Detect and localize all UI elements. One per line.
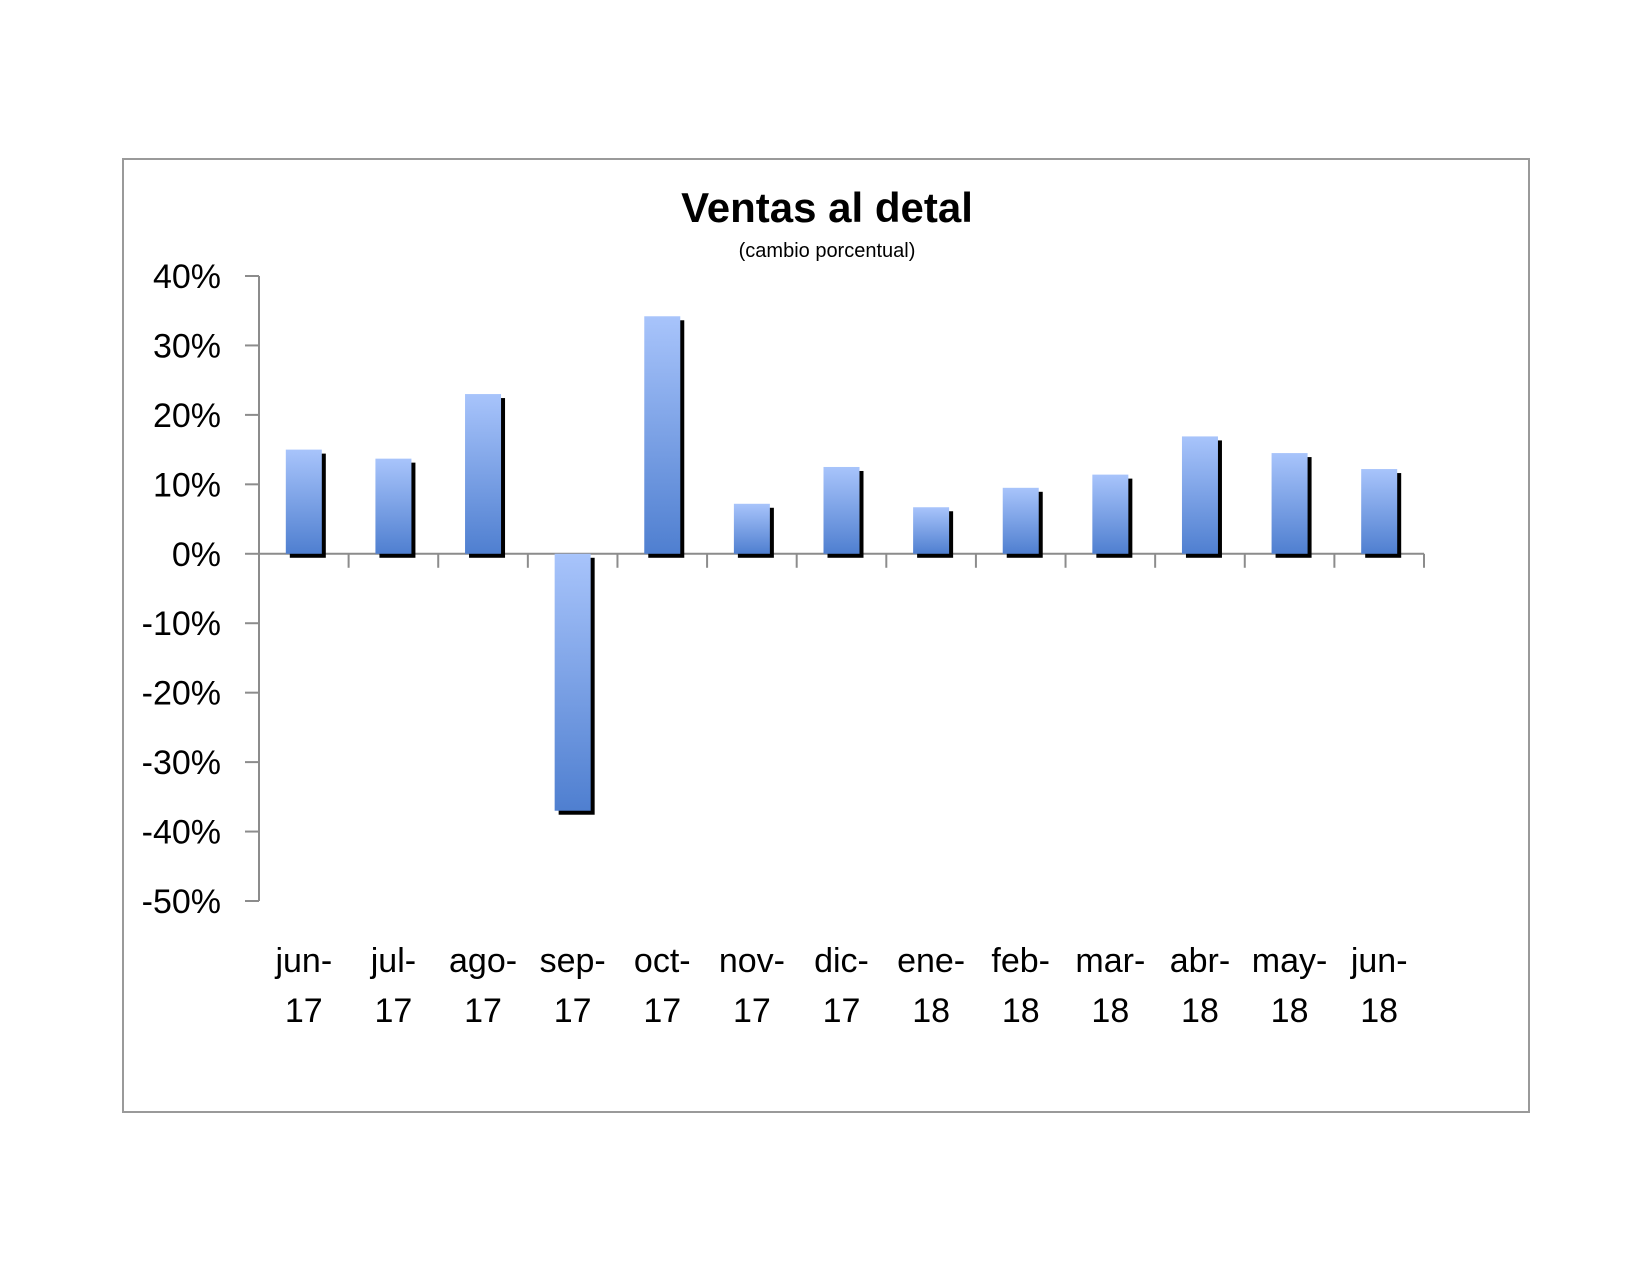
x-category-label: 18 <box>912 992 950 1030</box>
x-category-label: oct- <box>634 942 691 980</box>
chart-subtitle: (cambio porcentual) <box>739 240 916 262</box>
x-category-label: mar- <box>1075 942 1145 980</box>
x-category-label: ago- <box>449 942 517 980</box>
x-category-label: jun- <box>1350 942 1408 980</box>
bar <box>913 507 950 554</box>
y-tick-label: -20% <box>142 675 221 713</box>
x-category-label: ene- <box>897 942 965 980</box>
x-category-label: 17 <box>643 992 681 1030</box>
x-category-label: sep- <box>540 942 606 980</box>
x-category-label: dic- <box>814 942 869 980</box>
chart-title: Ventas al detal <box>681 184 973 231</box>
bar <box>285 449 322 554</box>
x-category-label: jun- <box>274 942 332 980</box>
y-tick-label: -30% <box>142 744 221 782</box>
y-tick-label: 40% <box>153 258 221 296</box>
bar <box>1002 487 1039 554</box>
chart-frame: Ventas al detal (cambio porcentual) 40% 3… <box>122 158 1530 1113</box>
plot-area: 40% 30% 20% 10% 0% -10% -20% -30% -40% -50% jun- 17… <box>142 258 1425 1030</box>
x-category-label: jul- <box>370 942 416 980</box>
x-category-label: 17 <box>733 992 771 1030</box>
x-category-label: 18 <box>1360 992 1398 1030</box>
x-category-label: may- <box>1252 942 1328 980</box>
bar <box>644 316 681 554</box>
x-category-label: 18 <box>1181 992 1219 1030</box>
bar <box>1271 453 1308 554</box>
y-tick-label: 30% <box>153 327 221 365</box>
x-category-label: 18 <box>1271 992 1309 1030</box>
x-category-label: abr- <box>1170 942 1230 980</box>
x-category-label: 17 <box>285 992 323 1030</box>
y-tick-label: 10% <box>153 466 221 504</box>
y-tick-label: -50% <box>142 883 221 921</box>
x-category-label: 18 <box>1002 992 1040 1030</box>
y-tick-label: -10% <box>142 605 221 643</box>
bar <box>554 553 591 811</box>
bar-chart: Ventas al detal (cambio porcentual) 40% 3… <box>142 184 1425 1030</box>
x-category-label: 17 <box>375 992 413 1030</box>
y-tick-label: 20% <box>153 397 221 435</box>
x-category-label: nov- <box>719 942 785 980</box>
x-category-label: 17 <box>464 992 502 1030</box>
bar <box>465 394 502 554</box>
bar <box>375 458 412 554</box>
bar <box>1092 474 1129 554</box>
x-category-label: 17 <box>823 992 861 1030</box>
x-category-label: 17 <box>554 992 592 1030</box>
x-category-label: 18 <box>1091 992 1129 1030</box>
bar <box>1361 469 1398 554</box>
y-tick-label: 0% <box>172 536 221 574</box>
bar <box>733 503 770 554</box>
bar <box>1181 436 1218 554</box>
bar <box>823 466 860 554</box>
y-tick-label: -40% <box>142 814 221 852</box>
x-category-label: feb- <box>991 942 1050 980</box>
